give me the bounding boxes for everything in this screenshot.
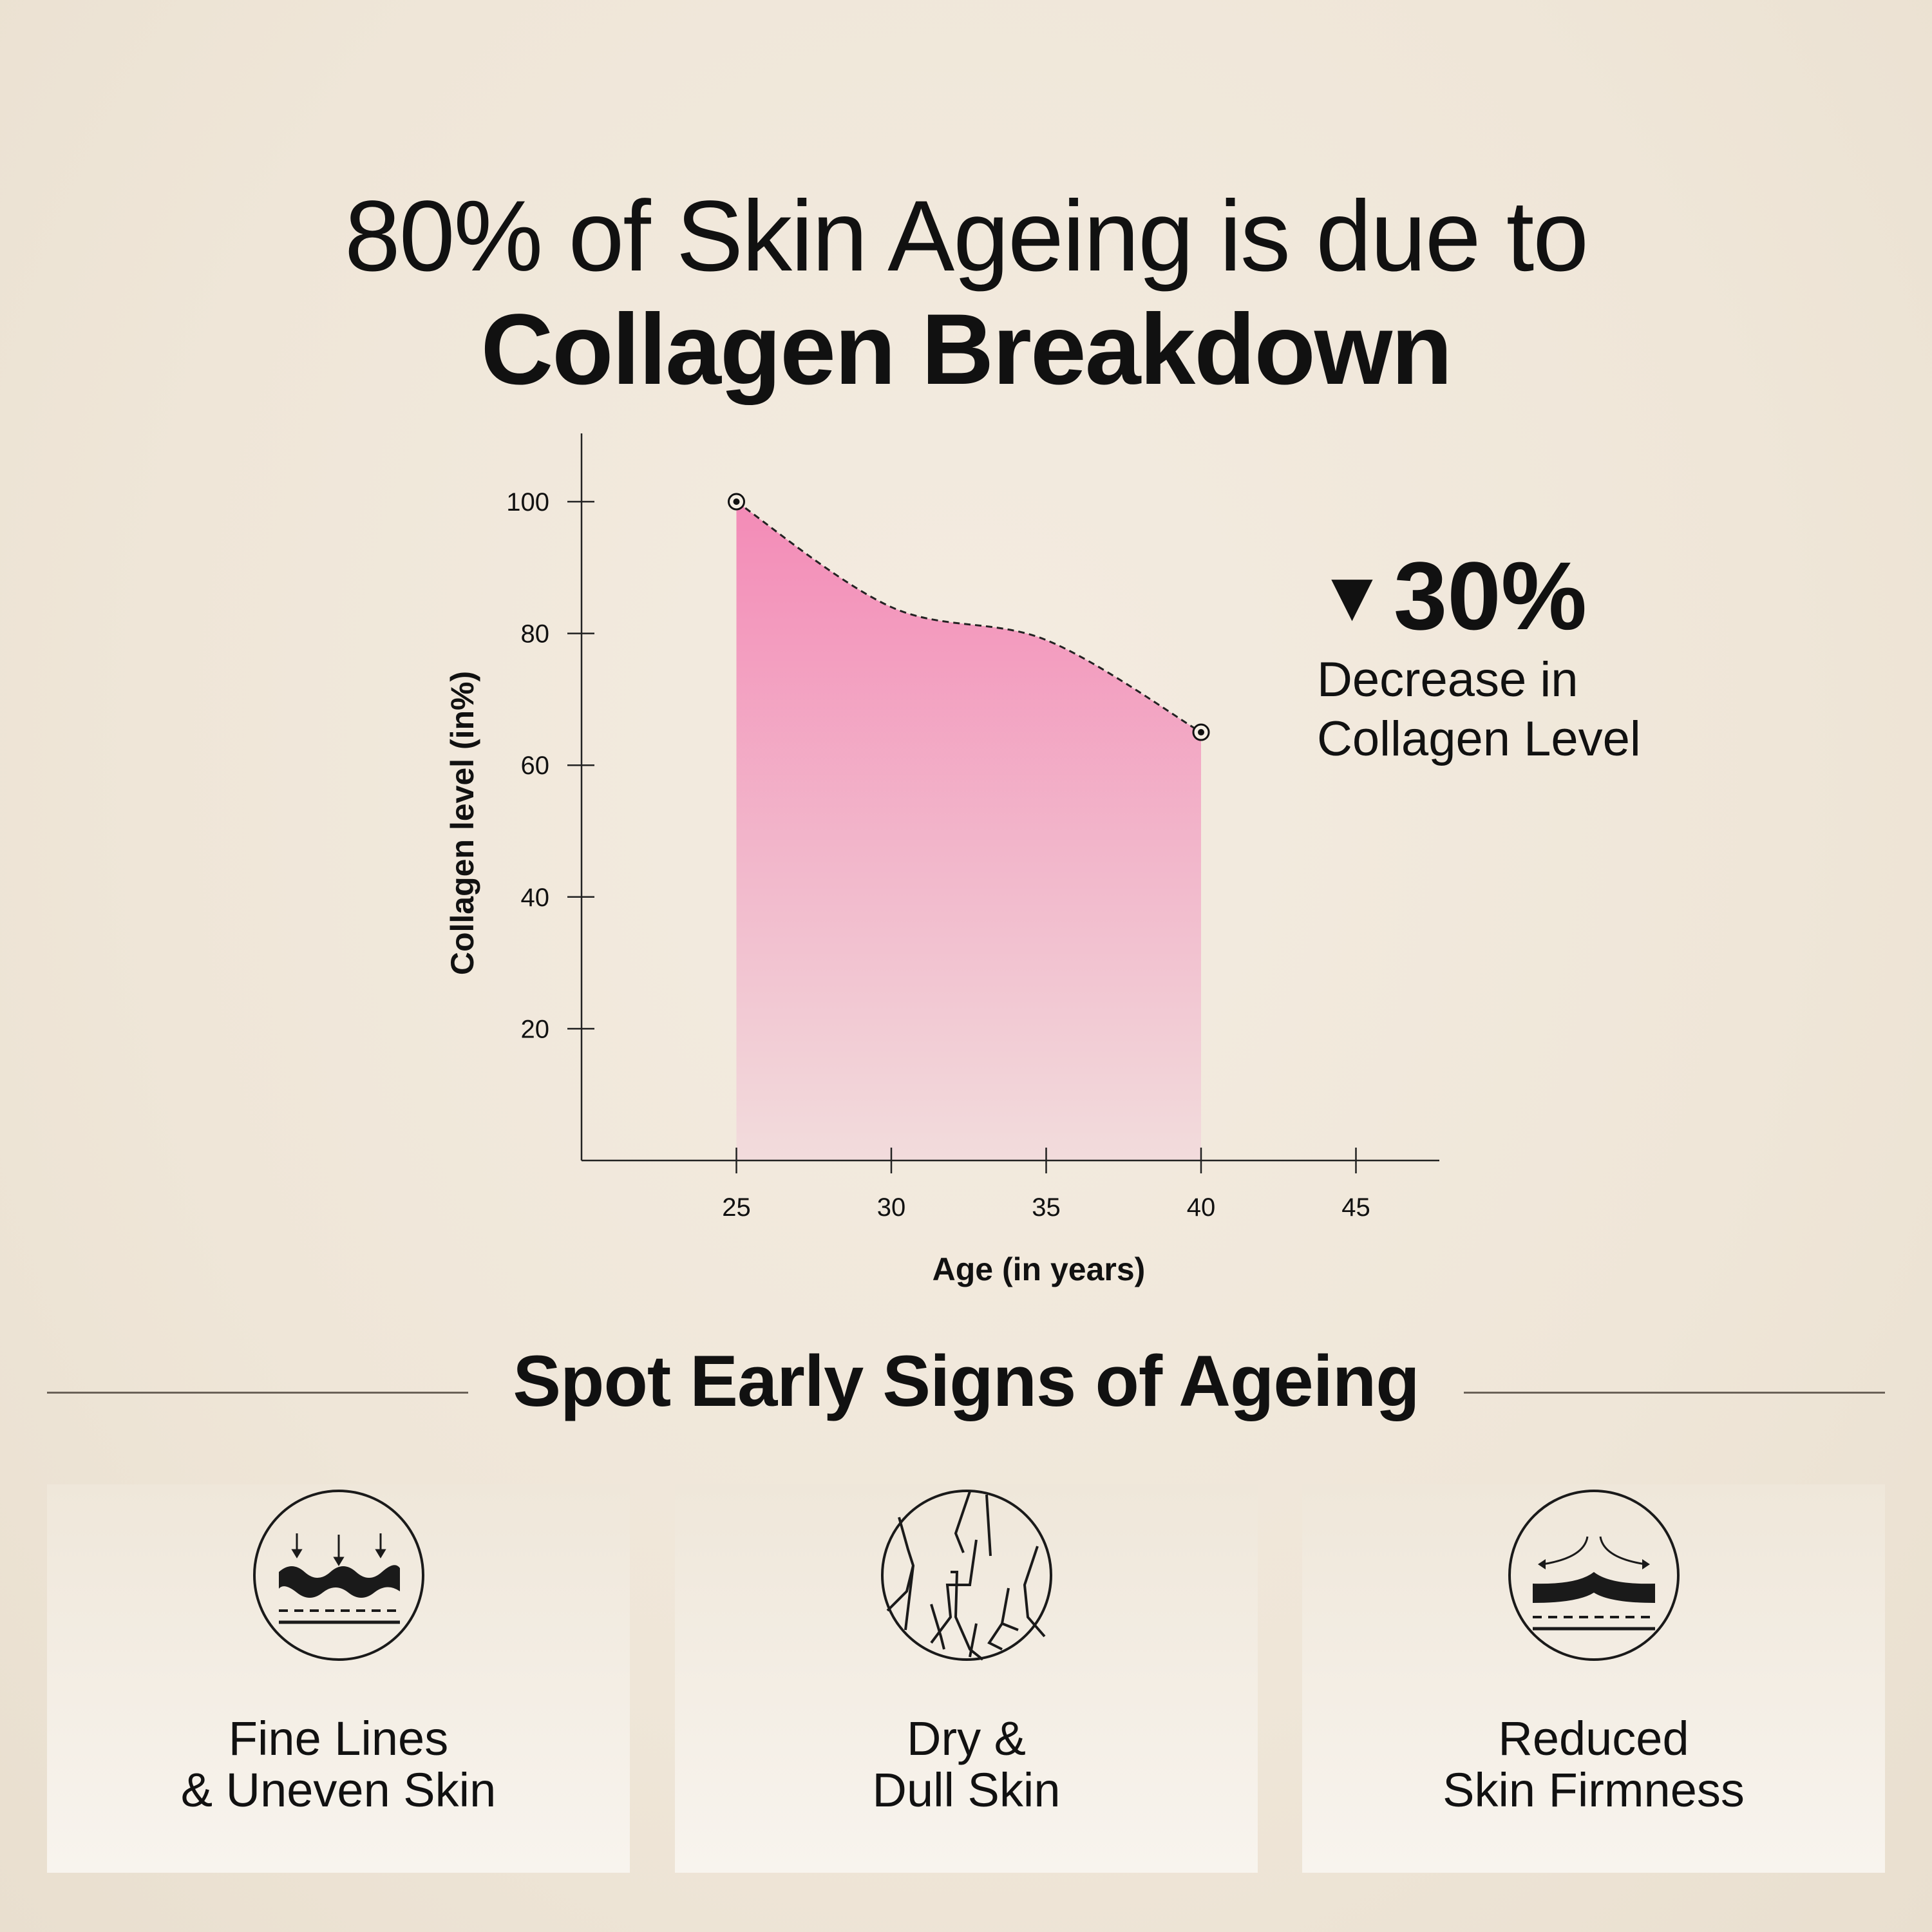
sign-label-line-1: Fine Lines	[228, 1712, 449, 1765]
y-tick-label: 80	[521, 620, 550, 649]
decrease-percent: 30%	[1393, 542, 1587, 650]
decrease-value: ▼30%	[1317, 544, 1587, 648]
sign-label-line-2: & Uneven Skin	[180, 1763, 497, 1817]
sagging-skin-icon	[1508, 1490, 1680, 1661]
sign-label-line-2: Dull Skin	[872, 1763, 1061, 1817]
divider-left	[47, 1392, 468, 1394]
decrease-caption-line-2: Collagen Level	[1317, 712, 1641, 766]
sign-card-firmness: Reduced Skin Firmness	[1302, 1484, 1885, 1873]
decrease-caption: Decrease in Collagen Level	[1317, 650, 1641, 769]
y-tick-label: 100	[506, 488, 549, 516]
sign-label-line-1: Dry &	[907, 1712, 1026, 1765]
sign-card-fine-lines: Fine Lines & Uneven Skin	[47, 1484, 630, 1873]
sign-label-line-2: Skin Firmness	[1443, 1763, 1745, 1817]
fine-lines-icon	[253, 1490, 424, 1661]
sign-label-line-1: Reduced	[1498, 1712, 1689, 1765]
area-fill	[736, 502, 1201, 1160]
x-axis-title: Age (in years)	[933, 1251, 1146, 1287]
collagen-chart: 25 30 35 40 45 20 40 60 80 100 Collagen level (in…	[444, 433, 1439, 1287]
x-tick-label: 35	[1032, 1193, 1061, 1222]
down-triangle-icon: ▼	[1317, 556, 1387, 636]
headline-line-2: Collagen Breakdown	[480, 294, 1453, 406]
x-tick-label: 30	[877, 1193, 906, 1222]
x-tick-label: 25	[722, 1193, 751, 1222]
x-tick-label: 45	[1341, 1193, 1370, 1222]
divider-right	[1464, 1392, 1885, 1394]
y-tick-label: 60	[521, 752, 550, 780]
sign-card-dry-skin: Dry & Dull Skin	[675, 1484, 1258, 1873]
series-line	[735, 500, 1202, 734]
headline-line-1: 80% of Skin Ageing is due to	[344, 180, 1589, 292]
data-point-dot	[1198, 729, 1204, 736]
cracked-skin-icon	[881, 1490, 1052, 1661]
y-tick-label: 40	[521, 884, 550, 912]
y-axis-title: Collagen level (in%)	[444, 671, 480, 975]
data-point-dot	[733, 498, 740, 505]
x-tick-label: 40	[1187, 1193, 1216, 1222]
section-title: Spot Early Signs of Ageing	[513, 1341, 1419, 1421]
decrease-caption-line-1: Decrease in	[1317, 652, 1578, 707]
y-tick-label: 20	[521, 1015, 550, 1043]
